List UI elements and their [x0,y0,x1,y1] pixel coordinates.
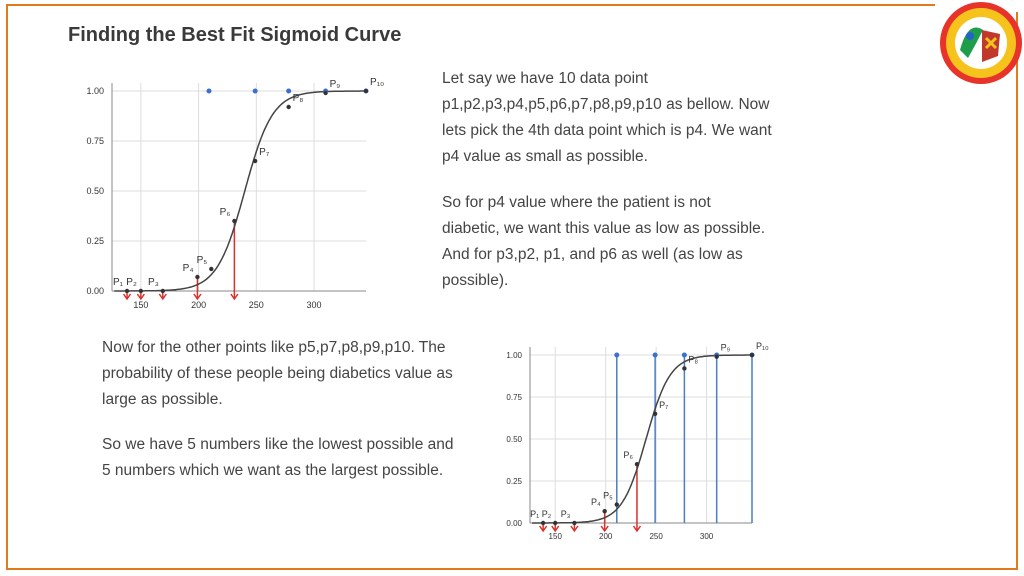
data-point [682,366,687,371]
y-tick-label: 0.25 [506,477,522,486]
data-point [652,411,658,416]
point-label: P₅ [603,491,613,501]
point-label: P₃ [148,277,159,288]
slide-title: Finding the Best Fit Sigmoid Curve [68,24,402,46]
data-point [363,88,369,94]
down-arrow [158,293,167,301]
point-label: P₁₀ [756,341,769,351]
data-point [553,520,558,526]
sigmoid-chart-bottom: 0.00 0.25 0.50 0.75 1.00 150 200 250 300 P₁ P₂ P₃ P₄… [506,341,769,541]
point-label: P₆ [220,207,231,218]
x-tick-label: 250 [649,532,663,541]
target-point [286,88,292,94]
paragraph-intro: Let say we have 10 data point p1,p2,p3,p… [442,70,772,165]
point-label: P₈ [688,354,698,364]
data-point [614,502,619,507]
x-tick-label: 300 [307,300,322,310]
slide-border [6,4,1018,570]
data-point [232,218,237,224]
y-tick-label: 0.50 [506,435,522,444]
data-point [540,520,546,526]
data-point [138,288,144,294]
data-point [160,288,165,294]
x-tick-label: 200 [191,300,206,310]
point-label: P₅ [197,255,208,266]
data-point [286,104,291,110]
point-label: P₈ [293,93,304,104]
data-point [572,520,577,526]
paragraph-large: Now for the other points like p5,p7,p8,p… [102,339,453,408]
y-tick-label: 0.75 [86,136,104,146]
point-label: P₆ [623,450,633,460]
y-tick-label: 0.50 [86,186,104,196]
point-label: P₇ [659,400,668,410]
target-point [681,352,687,358]
point-label: P₉ [721,343,731,353]
down-arrow [539,525,548,533]
target-point [652,352,658,358]
university-logo [940,2,1022,84]
down-arrow [230,293,239,301]
target-point [614,352,620,358]
x-tick-label: 150 [549,532,563,541]
x-tick-label: 250 [249,300,264,310]
target-point [252,88,258,94]
down-arrow [136,293,145,301]
target-point [206,88,212,94]
x-tick-label: 200 [599,532,613,541]
data-point [209,266,214,272]
point-label: P₄ [183,263,194,274]
down-arrow [632,525,642,533]
point-label: P₂ [542,509,552,519]
down-arrow [600,525,609,533]
down-arrow [193,293,202,301]
y-tick-label: 0.75 [506,393,522,402]
y-tick-label: 1.00 [506,351,522,360]
y-tick-label: 1.00 [86,86,104,96]
point-label: P₁₀ [370,77,384,88]
data-point [634,462,640,467]
paragraph-summary: So we have 5 numbers like the lowest pos… [102,436,454,479]
x-tick-label: 300 [700,532,714,541]
point-label: P₁ [530,509,539,519]
data-point [602,509,607,514]
point-label: P₃ [561,509,571,519]
point-label: P₁ [113,277,124,288]
data-point [195,274,200,280]
point-label: P₇ [259,147,270,158]
paragraph-p4: So for p4 value where the patient is not… [442,194,766,289]
down-arrow [122,293,132,301]
point-label: P₄ [591,497,601,507]
y-tick-label: 0.00 [86,286,104,296]
x-tick-label: 150 [133,300,148,310]
data-point [749,352,755,358]
data-point [714,354,719,359]
point-label: P₉ [330,79,341,90]
sigmoid-chart-top: 0.00 0.25 0.50 0.75 1.00 150 200 250 300 P₁ P₂ P₃ P₄… [86,77,384,310]
data-point [323,90,328,96]
data-point [252,158,258,164]
point-label: P₂ [126,277,137,288]
down-arrow [551,525,560,533]
y-tick-label: 0.25 [86,236,104,246]
y-tick-label: 0.00 [506,519,522,528]
down-arrow [570,525,579,533]
data-point [124,288,130,294]
